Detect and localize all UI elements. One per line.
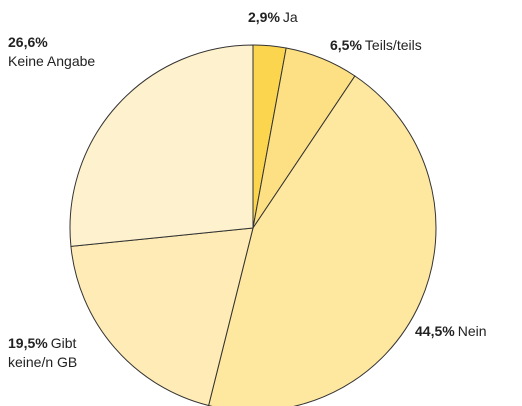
category-label: Keine Angabe <box>8 53 96 69</box>
pie-slice <box>70 227 254 406</box>
value-label: 44,5% <box>415 323 455 339</box>
category-label: Ja <box>282 9 298 25</box>
value-label: 19,5% <box>8 335 48 351</box>
slice-label: 6,5% Teils/teils <box>330 36 490 55</box>
category-label: Teils/teils <box>364 37 422 53</box>
slice-label: 26,6% Keine Angabe <box>8 33 128 71</box>
slice-label: 44,5% Nein <box>415 322 522 341</box>
value-label: 2,9% <box>248 9 280 25</box>
slice-label: 2,9% Ja <box>248 8 368 27</box>
pie-slice <box>69 44 254 247</box>
category-label: Gibt keine/n GB <box>8 335 78 370</box>
pie-slice <box>207 75 437 406</box>
category-label: Nein <box>457 323 487 339</box>
slice-label: 19,5% Gibt keine/n GB <box>8 334 98 372</box>
value-label: 26,6% <box>8 34 48 50</box>
value-label: 6,5% <box>330 37 362 53</box>
